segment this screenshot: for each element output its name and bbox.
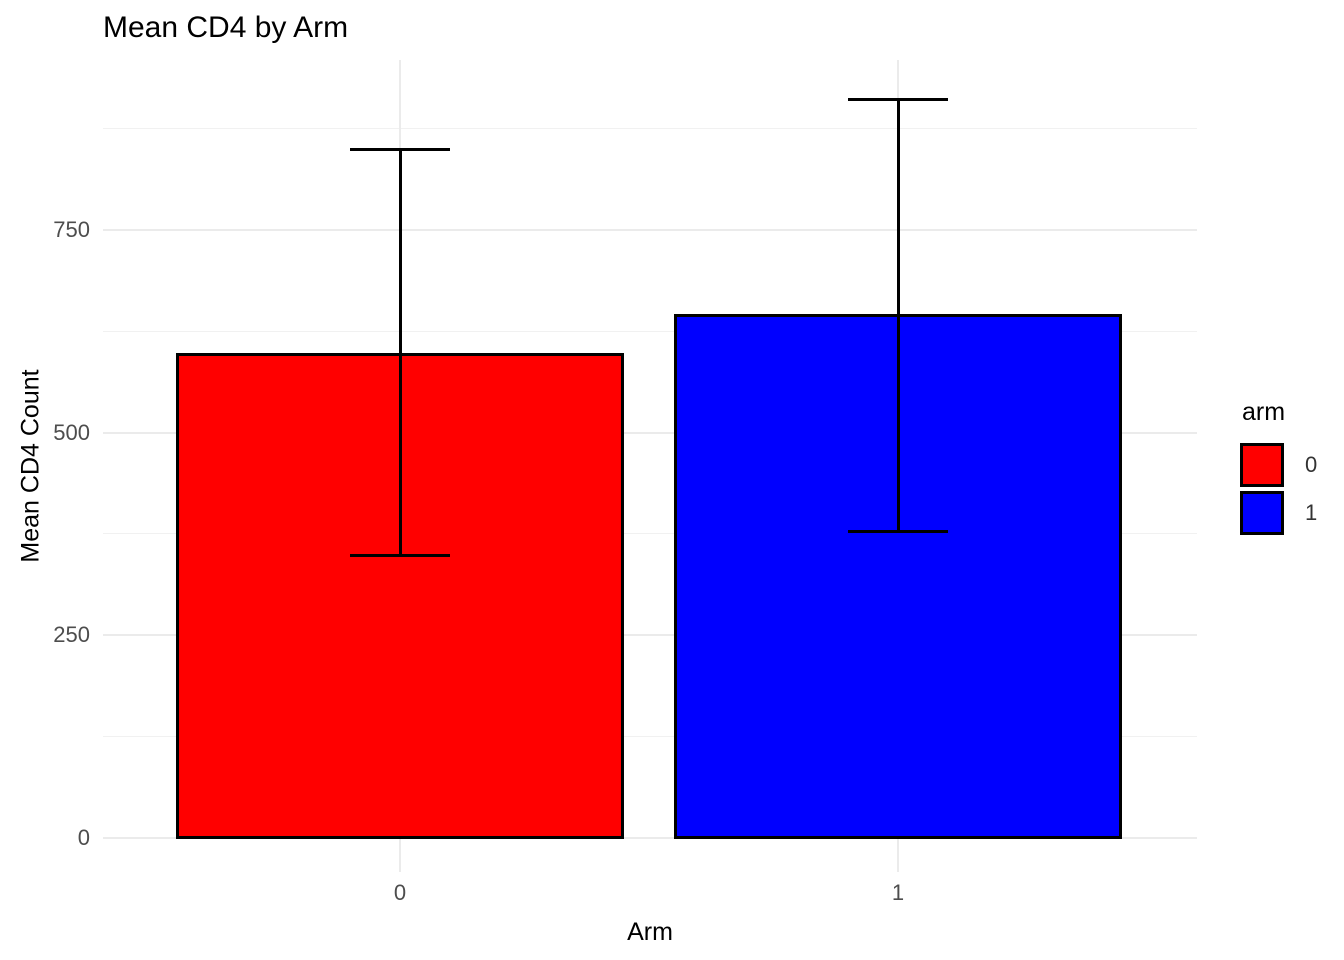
- errorbar-line-arm-1: [896, 99, 900, 531]
- major-gridline: [103, 634, 1197, 637]
- y-tick-label-750: 750: [53, 216, 90, 242]
- minor-gridline: [103, 533, 1197, 535]
- x-axis-title: Arm: [627, 918, 673, 946]
- legend: arm 0 1: [1240, 398, 1317, 539]
- y-tick-label-500: 500: [53, 419, 90, 445]
- legend-label-1: 1: [1305, 500, 1318, 525]
- minor-gridline: [103, 128, 1197, 130]
- errorbar-cap-upper-arm-1: [848, 98, 948, 102]
- errorbar-line-arm-0: [398, 148, 402, 556]
- plot-panel: [103, 60, 1197, 872]
- legend-entry-1: 1: [1240, 491, 1317, 535]
- y-axis-title: Mean CD4 Count: [16, 369, 45, 563]
- legend-entry-0: 0: [1240, 443, 1317, 487]
- y-tick-label-250: 250: [53, 622, 90, 648]
- major-gridline: [103, 837, 1197, 839]
- minor-gridline: [103, 330, 1197, 332]
- legend-label-0: 0: [1305, 452, 1318, 477]
- legend-title: arm: [1242, 398, 1286, 426]
- errorbar-cap-upper-arm-0: [350, 147, 450, 151]
- legend-key-1: [1240, 491, 1284, 535]
- major-gridline: [103, 431, 1197, 434]
- x-tick-label-1: 1: [891, 880, 905, 905]
- y-tick-label-0: 0: [77, 825, 90, 850]
- chart-title: Mean CD4 by Arm: [103, 11, 349, 44]
- errorbar-cap-lower-arm-0: [350, 554, 450, 558]
- major-gridline: [103, 228, 1197, 231]
- legend-key-0: [1240, 443, 1284, 487]
- errorbar-cap-lower-arm-1: [848, 529, 948, 533]
- minor-gridline: [103, 736, 1197, 738]
- x-tick-label-0: 0: [393, 880, 407, 905]
